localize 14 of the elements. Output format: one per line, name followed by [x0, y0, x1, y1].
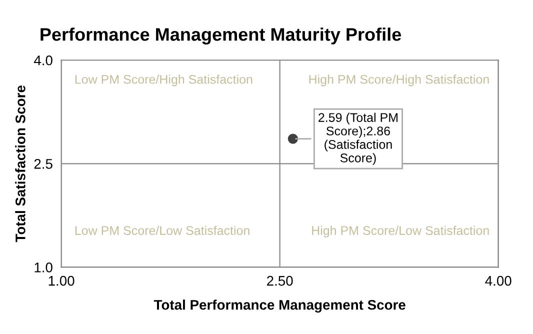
x-tick-label: 1.00 [48, 276, 74, 286]
y-tick-label: 4.0 [34, 55, 52, 66]
annotation: Low PM Score/High Satisfaction [75, 74, 252, 86]
x-tick-label: 4.00 [485, 276, 512, 286]
y-tick-label: 1.0 [34, 262, 52, 272]
annotation: 2.59 (Total PM Score);2.86 (Satisfaction Score) [318, 112, 398, 165]
x-axis-title: Total Performance Management Score [154, 300, 406, 313]
x-tick-label: 2.50 [267, 276, 293, 286]
annotation: Low PM Score/Low Satisfaction [75, 226, 250, 235]
annotation: High PM Score/Low Satisfaction [312, 226, 489, 238]
y-tick-label: 2.5 [34, 158, 52, 169]
chart-title: Performance Management Maturity Profile [40, 28, 402, 44]
annotation: High PM Score/High Satisfaction [309, 74, 489, 86]
y-axis-title: Total Satisfaction Score [15, 86, 26, 242]
